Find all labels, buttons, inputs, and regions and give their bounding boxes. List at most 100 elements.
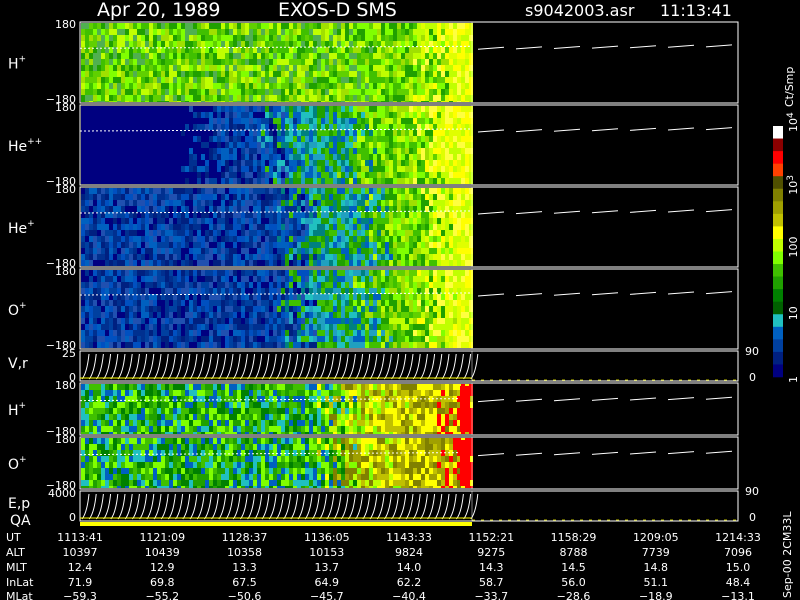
heatmap-cell <box>253 77 257 83</box>
heatmap-cell <box>125 230 129 236</box>
heatmap-cell <box>189 154 193 160</box>
heatmap-cell <box>469 206 473 212</box>
heatmap-cell <box>269 294 273 300</box>
heatmap-cell <box>157 130 161 136</box>
heatmap-cell <box>121 142 125 148</box>
heatmap-cell <box>157 318 161 324</box>
heatmap-cell <box>469 230 473 236</box>
heatmap-cell <box>329 342 333 348</box>
heatmap-cell <box>301 59 305 65</box>
heatmap-cell <box>189 95 193 101</box>
heatmap-cell <box>185 47 189 53</box>
heatmap-cell <box>141 276 145 282</box>
heatmap-cell <box>385 236 389 242</box>
heatmap-cell <box>301 112 305 118</box>
heatmap-cell <box>97 330 101 336</box>
heatmap-cell <box>181 47 185 53</box>
heatmap-cell <box>249 254 253 260</box>
heatmap-cell <box>125 89 129 95</box>
heatmap-cell <box>265 89 269 95</box>
heatmap-cell <box>301 142 305 148</box>
heatmap-cell <box>469 242 473 248</box>
heatmap-cell <box>429 260 433 266</box>
heatmap-cell <box>433 178 437 184</box>
heatmap-cell <box>257 65 261 71</box>
heatmap-cell <box>157 53 161 59</box>
heatmap-cell <box>253 236 257 242</box>
heatmap-cell <box>313 112 317 118</box>
heatmap-cell <box>129 71 133 77</box>
heatmap-cell <box>401 59 405 65</box>
heatmap-cell <box>277 148 281 154</box>
heatmap-cell <box>445 172 449 178</box>
heatmap-cell <box>389 206 393 212</box>
heatmap-cell <box>129 65 133 71</box>
heatmap-cell <box>157 148 161 154</box>
heatmap-cell <box>213 83 217 89</box>
heatmap-cell <box>177 194 181 200</box>
heatmap-cell <box>157 254 161 260</box>
heatmap-cell <box>109 41 113 47</box>
heatmap-cell <box>249 118 253 124</box>
heatmap-cell <box>213 236 217 242</box>
heatmap-cell <box>461 172 465 178</box>
heatmap-cell <box>81 101 85 102</box>
heatmap-cell <box>369 142 373 148</box>
heatmap-cell <box>305 336 309 342</box>
heatmap-cell <box>113 148 117 154</box>
heatmap-cell <box>373 260 377 266</box>
heatmap-cells <box>81 106 473 184</box>
heatmap-cell <box>89 194 93 200</box>
heatmap-cell <box>369 160 373 166</box>
heatmap-cell <box>409 23 413 29</box>
heatmap-cell <box>241 336 245 342</box>
heatmap-cell <box>233 83 237 89</box>
heatmap-cell <box>321 336 325 342</box>
heatmap-cell <box>205 288 209 294</box>
heatmap-cell <box>321 294 325 300</box>
heatmap-cell <box>97 136 101 142</box>
heatmap-cell <box>329 101 333 102</box>
heatmap-cell <box>141 77 145 83</box>
heatmap-cell <box>185 200 189 206</box>
heatmap-cell <box>181 318 185 324</box>
heatmap-cell <box>157 248 161 254</box>
heatmap-cell <box>273 53 277 59</box>
heatmap-cell <box>245 324 249 330</box>
heatmap-cell <box>281 112 285 118</box>
heatmap-cell <box>393 71 397 77</box>
heatmap-cell <box>81 218 85 224</box>
heatmap-cell <box>285 242 289 248</box>
heatmap-cell <box>153 23 157 29</box>
heatmap-cell <box>353 148 357 154</box>
heatmap-cell <box>313 89 317 95</box>
heatmap-cell <box>213 148 217 154</box>
heatmap-cell <box>233 300 237 306</box>
heatmap-cell <box>285 288 289 294</box>
heatmap-cell <box>469 148 473 154</box>
heatmap-cell <box>325 318 329 324</box>
heatmap-cell <box>349 260 353 266</box>
pitch-angle-segment <box>515 211 543 215</box>
heatmap-cell <box>401 172 405 178</box>
heatmap-cell <box>141 342 145 348</box>
heatmap-cell <box>373 101 377 102</box>
heatmap-cell <box>81 142 85 148</box>
heatmap-cell <box>381 53 385 59</box>
heatmap-cell <box>269 166 273 172</box>
heatmap-cell <box>405 230 409 236</box>
heatmap-cell <box>281 270 285 276</box>
heatmap-cell <box>253 118 257 124</box>
heatmap-cell <box>321 23 325 29</box>
heatmap-cell <box>461 188 465 194</box>
heatmap-cell <box>349 324 353 330</box>
heatmap-cell <box>233 270 237 276</box>
heatmap-cell <box>97 288 101 294</box>
heatmap-cell <box>97 65 101 71</box>
heatmap-cell <box>317 318 321 324</box>
heatmap-cell <box>101 142 105 148</box>
heatmap-cell <box>305 41 309 47</box>
heatmap-cell <box>169 194 173 200</box>
heatmap-cell <box>289 29 293 35</box>
heatmap-cell <box>337 95 341 101</box>
